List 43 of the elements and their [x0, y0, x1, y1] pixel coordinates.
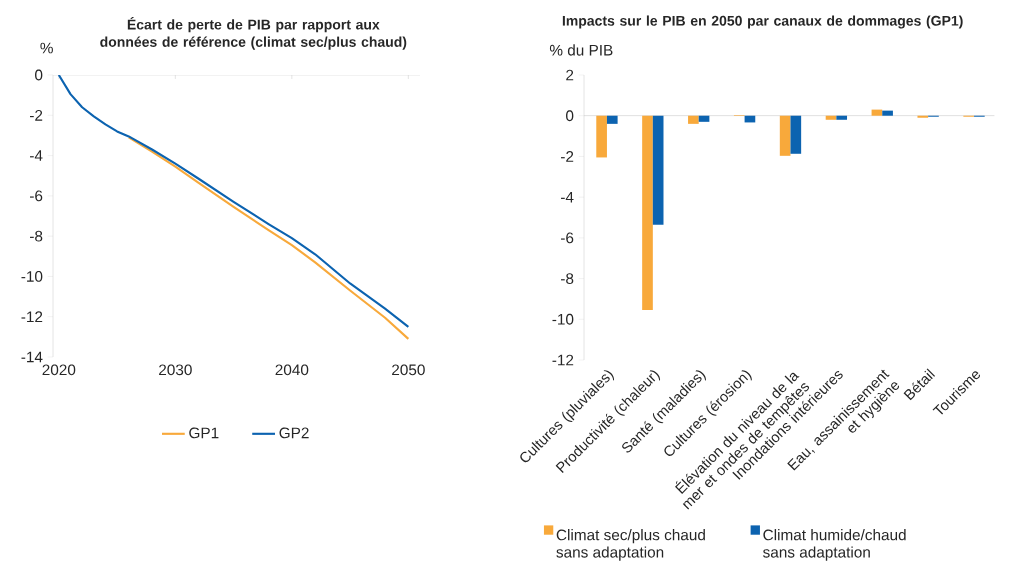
chart-title: Écart de perte de PIB par rapport aux données de référence (climat sec/plus chaud) [100, 17, 407, 50]
y-tick-label: -8 [561, 273, 574, 284]
legend-label: Climat humide/chaud sans adaptation [763, 529, 906, 561]
x-tick-label: 2020 [42, 364, 76, 376]
bar [779, 115, 791, 156]
bar [790, 115, 802, 154]
chart-title: Impacts sur le PIB en 2050 par canaux de dommages (GP1) [562, 15, 963, 29]
y-tick-label: -8 [30, 230, 43, 242]
bar [917, 115, 929, 118]
bar [606, 115, 618, 124]
legend-label: GP2 [279, 427, 309, 439]
x-tick-label: 2030 [159, 364, 192, 376]
x-tick-label: 2040 [275, 364, 309, 376]
bar [871, 109, 883, 116]
y-tick-label: -14 [21, 351, 43, 363]
y-tick-label: -6 [561, 232, 574, 244]
legend-label: Climat sec/plus chaud sans adaptation [556, 529, 705, 561]
bar [596, 115, 607, 158]
y-tick-label: -4 [561, 191, 574, 203]
y-tick-label: -12 [552, 354, 574, 366]
bar [882, 110, 893, 116]
y-tick-label: -6 [30, 190, 43, 202]
line-series [127, 136, 410, 340]
bar [642, 115, 653, 311]
y-tick-label: 0 [566, 110, 574, 122]
bar [698, 115, 710, 122]
y-tick-label: 2 [566, 69, 574, 81]
y-tick-label: -10 [21, 271, 43, 282]
y-tick-label: -12 [21, 311, 43, 323]
bar [652, 115, 664, 225]
legend-label: GP1 [189, 427, 219, 439]
bar [836, 115, 848, 120]
bar [688, 115, 699, 124]
y-tick-label: -2 [30, 109, 43, 121]
bar [825, 115, 837, 120]
line-series [57, 75, 410, 328]
x-tick-label: 2050 [392, 364, 425, 376]
y-tick-label: -4 [30, 150, 43, 161]
y-tick-label: -2 [561, 151, 574, 162]
y-tick-label: -10 [552, 313, 574, 325]
y-axis-title: % du PIB [549, 44, 613, 56]
y-tick-label: 0 [35, 69, 43, 81]
y-axis-title: % [40, 42, 53, 54]
